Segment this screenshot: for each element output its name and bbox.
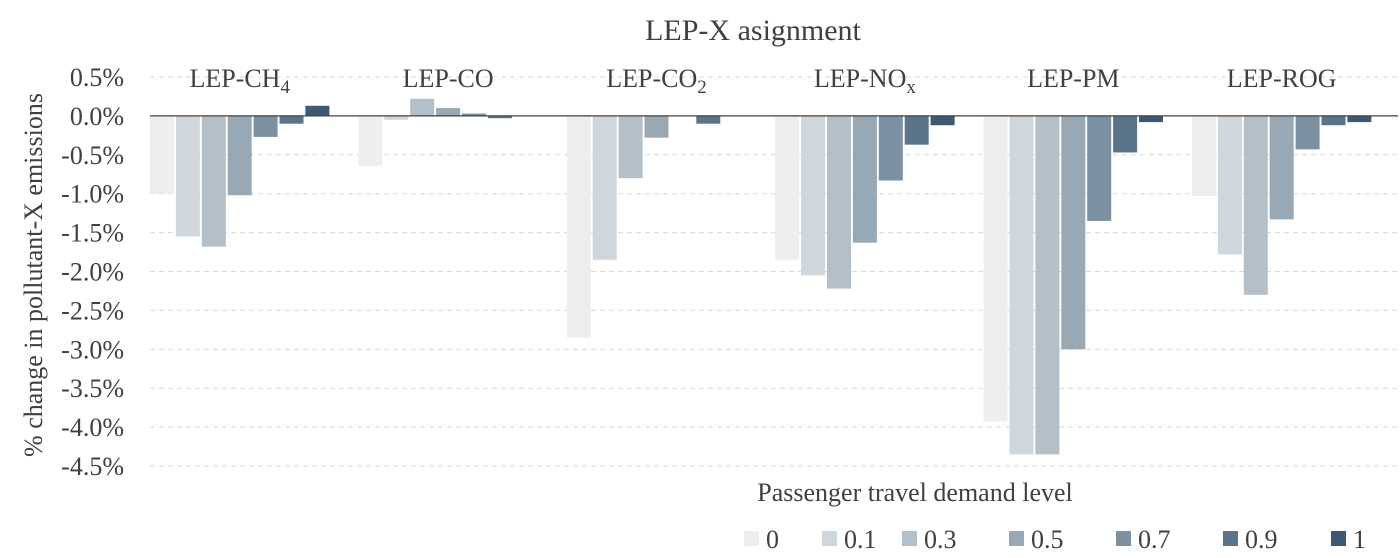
y-tick-label: 0.0%	[70, 102, 124, 131]
y-tick-label: -1.5%	[61, 219, 124, 248]
y-tick-label: -2.0%	[61, 258, 124, 287]
legend-label: 1	[1353, 525, 1366, 554]
bar	[1321, 115, 1346, 126]
bar	[487, 115, 512, 119]
bar	[1087, 115, 1112, 221]
legend-swatch	[1116, 531, 1131, 546]
bar	[983, 115, 1008, 422]
bar	[592, 115, 617, 260]
group-label: LEP-NOx	[814, 64, 916, 98]
y-tick-label: -2.5%	[61, 296, 124, 325]
legend-label: 0	[766, 525, 779, 554]
legend-swatch	[822, 531, 837, 546]
group-label: LEP-CO	[403, 64, 494, 93]
legend-swatch	[902, 531, 917, 546]
bar	[436, 108, 461, 116]
y-tick-label: 0.5%	[70, 63, 124, 92]
y-axis-title: % change in pollutant-X emissions	[19, 93, 48, 457]
legend-title: Passenger travel demand level	[757, 478, 1073, 507]
bar	[305, 105, 330, 116]
bar	[878, 115, 903, 181]
legend-label: 0.1	[844, 525, 877, 554]
bar	[1035, 115, 1060, 455]
bar	[618, 115, 643, 179]
bar	[1139, 115, 1163, 123]
legend-swatch	[1223, 531, 1238, 546]
bar	[696, 115, 721, 124]
y-tick-label: -3.5%	[61, 374, 124, 403]
bar	[462, 113, 486, 116]
y-tick-label: -3.0%	[61, 335, 124, 364]
bar	[1009, 115, 1034, 455]
bar	[1192, 115, 1216, 197]
bar	[358, 115, 383, 166]
bar	[1061, 115, 1086, 350]
legend-swatch	[744, 531, 759, 546]
bar	[1113, 115, 1138, 153]
bar	[279, 115, 304, 124]
legend-swatch	[1331, 531, 1346, 546]
y-tick-label: -0.5%	[61, 141, 124, 170]
bar	[852, 115, 877, 243]
bar	[1295, 115, 1320, 150]
gridlines	[150, 76, 1398, 467]
legend-swatch	[1009, 531, 1024, 546]
bar	[150, 115, 174, 194]
bar	[1347, 115, 1372, 123]
group-label: LEP-ROG	[1227, 64, 1337, 93]
bar	[175, 115, 200, 237]
bar	[775, 115, 800, 260]
bar	[801, 115, 826, 276]
legend: 0 0.1 0.3 0.5 0.7 0.9 1	[744, 525, 1366, 554]
group-labels: LEP-CH4 LEP-CO LEP-CO2 LEP-NOx LEP-PM LEP-ROG	[189, 64, 1336, 98]
bar	[384, 115, 409, 120]
legend-label: 0.9	[1245, 525, 1278, 554]
bar	[201, 115, 226, 247]
bar	[1243, 115, 1268, 295]
y-tick-label: -1.0%	[61, 180, 124, 209]
bar	[827, 115, 851, 289]
legend-label: 0.3	[924, 525, 957, 554]
bar	[1269, 115, 1294, 220]
bar	[1217, 115, 1242, 255]
bar	[930, 115, 955, 126]
group-label: LEP-CH4	[189, 64, 290, 98]
y-tick-label: -4.0%	[61, 413, 124, 442]
y-tick-label: -4.5%	[61, 452, 124, 481]
y-tick-labels: 0.5% 0.0% -0.5% -1.0% -1.5% -2.0% -2.5% -3.0% -3…	[61, 63, 124, 481]
bar	[227, 115, 252, 196]
legend-label: 0.5	[1031, 525, 1064, 554]
bar	[644, 115, 669, 138]
group-label: LEP-CO2	[606, 64, 707, 98]
group-label: LEP-PM	[1027, 64, 1119, 93]
bar	[410, 98, 435, 116]
bar	[566, 115, 591, 338]
legend-label: 0.7	[1138, 525, 1171, 554]
chart-title: LEP-X asignment	[645, 14, 861, 47]
bars	[150, 98, 1372, 455]
bar	[253, 115, 278, 137]
bar	[904, 115, 929, 145]
